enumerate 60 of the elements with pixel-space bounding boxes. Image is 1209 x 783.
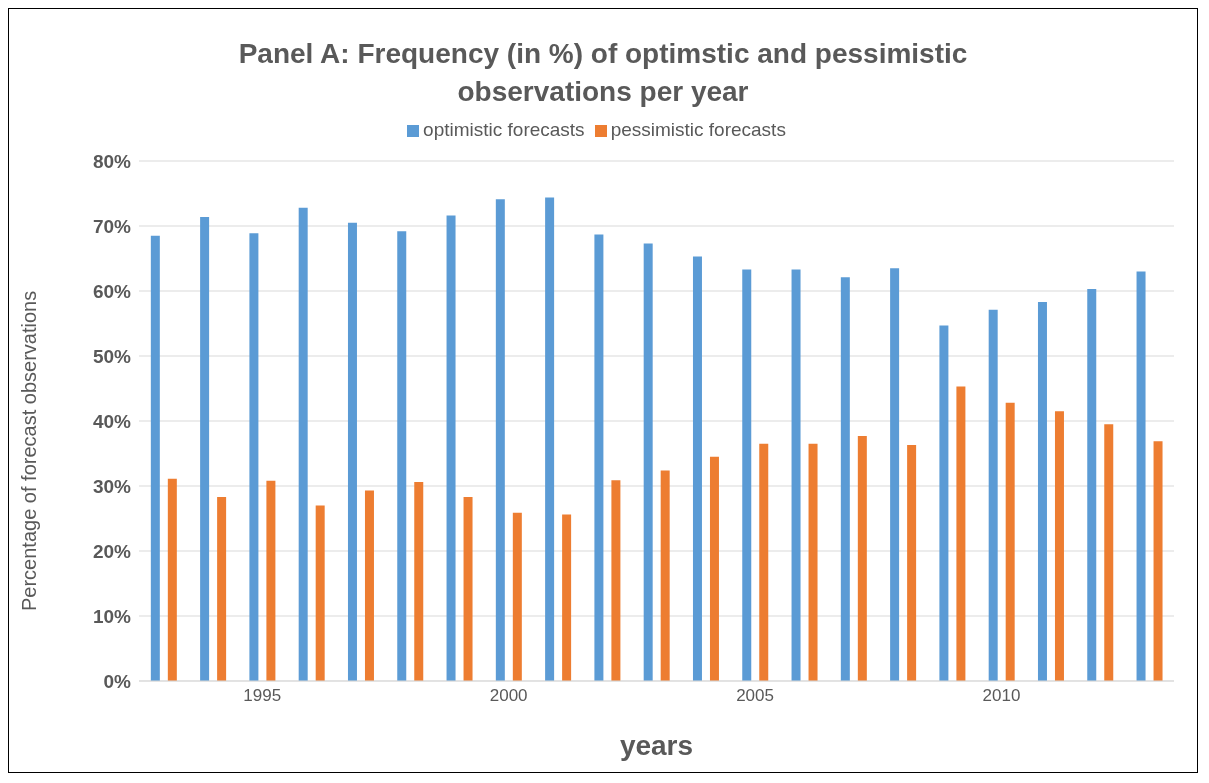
bar	[611, 480, 621, 681]
bar	[956, 386, 966, 681]
bar	[759, 443, 769, 681]
y-tick-label: 80%	[92, 150, 132, 172]
y-tick-label: 0%	[103, 670, 132, 692]
y-axis-title: Percentage of forecast observations	[18, 290, 41, 611]
bar	[594, 234, 604, 681]
bar	[1005, 402, 1015, 681]
bar	[1087, 289, 1097, 681]
y-tick-label: 60%	[92, 280, 132, 302]
bar	[217, 497, 227, 681]
y-tick-label: 10%	[92, 605, 132, 627]
bar	[857, 435, 867, 681]
bar	[709, 456, 719, 681]
bar	[545, 197, 555, 681]
legend-label: optimistic forecasts	[423, 119, 585, 140]
bar	[463, 497, 473, 681]
bar	[1104, 424, 1114, 681]
bar	[907, 445, 917, 681]
bar	[643, 243, 653, 681]
bar	[150, 235, 160, 681]
y-tick-label: 30%	[92, 475, 132, 497]
bar	[562, 514, 572, 681]
bar	[298, 207, 308, 681]
bar	[167, 478, 177, 681]
bar	[1054, 411, 1064, 681]
bar	[988, 309, 998, 681]
bar	[1037, 302, 1047, 681]
bar	[791, 269, 801, 681]
bar	[446, 215, 456, 681]
bar	[397, 231, 407, 681]
bar	[742, 269, 752, 681]
chart-title: Panel A: Frequency (in %) of optimstic and pessimistic observations per year	[237, 37, 969, 109]
x-tick-label: 2010	[982, 686, 1021, 706]
x-axis-title: years	[619, 730, 694, 761]
bar	[364, 490, 374, 681]
bar	[266, 480, 276, 681]
y-tick-label: 50%	[92, 345, 132, 367]
bar	[347, 222, 357, 681]
bar	[808, 443, 818, 681]
y-tick-label: 40%	[92, 410, 132, 432]
bar	[840, 277, 850, 681]
y-tick-label: 70%	[92, 215, 132, 237]
bar	[692, 256, 702, 681]
legend-label: pessimistic forecasts	[610, 119, 786, 140]
x-tick-label: 1995	[243, 686, 282, 706]
bar	[249, 233, 259, 681]
bar	[512, 512, 522, 681]
bar	[660, 470, 670, 681]
bar	[890, 268, 900, 681]
x-tick-label: 2000	[489, 686, 528, 706]
bar	[1153, 441, 1163, 681]
bar	[315, 505, 325, 681]
bar	[414, 482, 424, 681]
bar	[495, 199, 505, 681]
bar	[200, 216, 210, 681]
bar	[1136, 271, 1146, 681]
x-tick-label: 2005	[736, 686, 774, 706]
bar	[939, 325, 949, 681]
y-tick-label: 20%	[92, 540, 132, 562]
